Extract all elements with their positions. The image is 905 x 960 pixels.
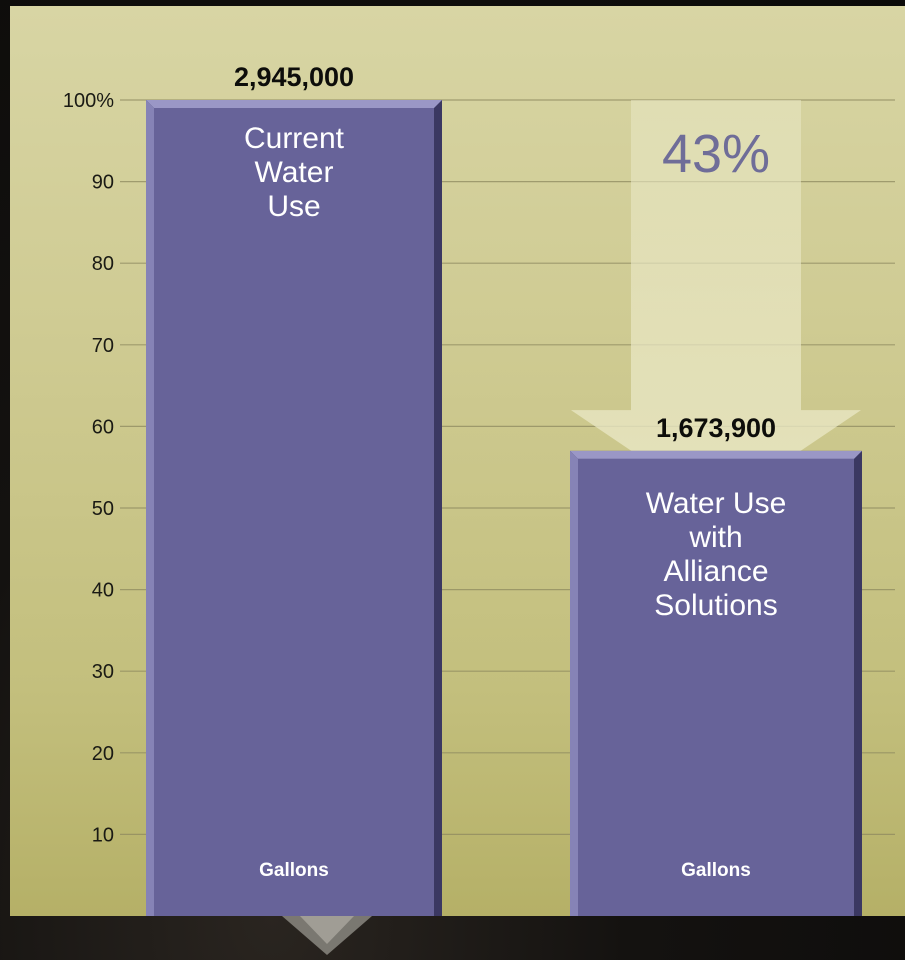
y-tick-label: 80 <box>92 253 114 275</box>
y-tick-label: 10 <box>92 824 114 846</box>
y-tick-label: 60 <box>92 416 114 438</box>
bar-unit-label: Gallons <box>681 860 751 881</box>
bar-category-label: Water Use <box>646 487 787 520</box>
chart-panel: 10 20 30 40 50 60 70 80 90 100% 43% 2,945,000 Curre… <box>10 6 905 916</box>
y-tick-label: 100% <box>63 90 114 112</box>
bar-left-bevel <box>570 450 578 916</box>
bar-group <box>146 100 442 916</box>
y-tick-label: 40 <box>92 580 114 602</box>
bar-top-bevel <box>570 450 862 459</box>
bar-group <box>570 450 862 916</box>
bar-left-bevel <box>146 100 154 916</box>
bar-category-label: with <box>688 521 742 554</box>
chart: 10 20 30 40 50 60 70 80 90 100% 43% 2,945,000 Curre… <box>63 62 895 916</box>
bar-category-label: Alliance <box>663 555 768 588</box>
bar-value-label: 2,945,000 <box>234 62 354 92</box>
bar <box>578 458 854 916</box>
bar <box>154 108 434 916</box>
down-arrow-icon <box>571 100 861 508</box>
y-tick-label: 20 <box>92 743 114 765</box>
y-tick-label: 50 <box>92 498 114 520</box>
bar-category-label: Current <box>244 122 345 155</box>
y-tick-label: 30 <box>92 661 114 683</box>
bar-unit-label: Gallons <box>259 860 329 881</box>
reduction-arrow-icon <box>571 100 861 508</box>
bar-category-label: Water <box>255 156 334 189</box>
bar-category-label: Use <box>267 190 320 223</box>
bar-category-label: Solutions <box>654 589 777 622</box>
bar-value-label: 1,673,900 <box>656 413 776 443</box>
reduction-annotation: 43% <box>662 124 770 184</box>
bar-top-bevel <box>146 100 442 108</box>
bars <box>146 100 862 916</box>
y-axis-ticks: 10 20 30 40 50 60 70 80 90 100% <box>63 90 114 846</box>
y-tick-label: 90 <box>92 172 114 194</box>
y-tick-label: 70 <box>92 335 114 357</box>
